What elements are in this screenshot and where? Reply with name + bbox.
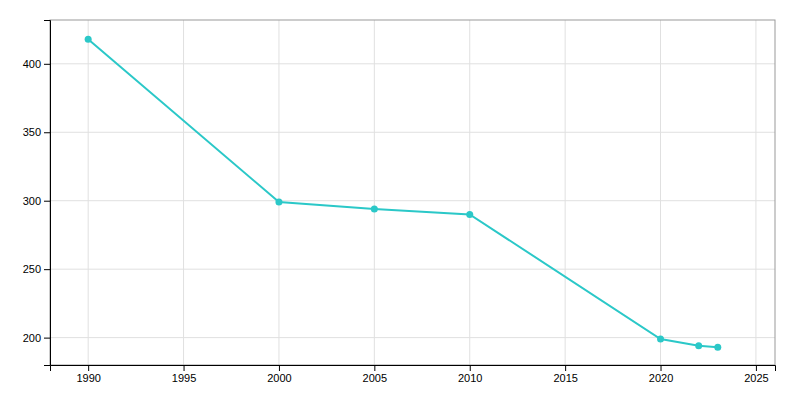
tick-mark [661, 365, 662, 371]
plot: 1990 1995 2000 2005 2010 2015 2020 2025 200 250 30… [23, 20, 776, 384]
grid-line [469, 20, 470, 365]
grid-line [50, 200, 775, 201]
tick: 2015 [553, 365, 577, 384]
point [657, 335, 664, 342]
tick-label: 250 [23, 263, 41, 275]
tick: 250 [23, 263, 50, 275]
point [466, 211, 473, 218]
tick-mark [44, 132, 50, 133]
grid-line [183, 20, 184, 365]
tick: 200 [23, 332, 50, 344]
tick: 350 [23, 126, 50, 138]
grid-line [660, 20, 661, 365]
tick: 1995 [172, 365, 196, 384]
tick-label: 2005 [363, 372, 387, 384]
tick-mark [374, 365, 375, 371]
tick-mark [44, 338, 50, 339]
tick-label: 1995 [172, 372, 196, 384]
tick-label: 2025 [744, 372, 768, 384]
tick-label: 200 [23, 332, 41, 344]
tick-mark [470, 365, 471, 371]
tick-mark [44, 269, 50, 270]
tick-mark [88, 365, 89, 371]
axis-line [51, 366, 776, 372]
tick: 300 [23, 195, 50, 207]
point [695, 342, 702, 349]
grid-line [50, 132, 775, 133]
axis-line [44, 21, 51, 366]
tick-label: 2020 [649, 372, 673, 384]
point [371, 205, 378, 212]
grid-line [755, 20, 756, 365]
tick-label: 300 [23, 195, 41, 207]
plot-frame [50, 20, 775, 365]
grid-line [374, 20, 375, 365]
grid-line [50, 269, 775, 270]
x-axis: 1990 1995 2000 2005 2010 2015 2020 2025 [51, 365, 776, 384]
tick-label: 2015 [553, 372, 577, 384]
tick-label: 2010 [458, 372, 482, 384]
tick: 400 [23, 58, 50, 70]
tick-label: 350 [23, 126, 41, 138]
tick-mark [565, 365, 566, 371]
tick-mark [44, 64, 50, 65]
point [85, 36, 92, 43]
grid-line [278, 20, 279, 365]
point [275, 199, 282, 206]
tick-mark [44, 201, 50, 202]
tick: 1990 [76, 365, 100, 384]
tick: 2025 [744, 365, 768, 384]
tick: 2020 [649, 365, 673, 384]
chart: 1990 1995 2000 2005 2010 2015 2020 2025 200 250 30… [0, 0, 800, 400]
marks [85, 36, 722, 351]
tick-label: 1990 [76, 372, 100, 384]
tick-mark [184, 365, 185, 371]
tick: 2010 [458, 365, 482, 384]
point [714, 344, 721, 351]
grid-line [88, 20, 89, 365]
tick-label: 400 [23, 58, 41, 70]
tick-mark [756, 365, 757, 371]
tick: 2000 [267, 365, 291, 384]
grid-line [50, 337, 775, 338]
line [88, 39, 718, 347]
grid-line [565, 20, 566, 365]
tick-mark [279, 365, 280, 371]
grid-line [50, 63, 775, 64]
tick-label: 2000 [267, 372, 291, 384]
grid [50, 20, 775, 365]
y-axis: 200 250 300 350 400 [23, 21, 51, 366]
tick: 2005 [363, 365, 387, 384]
